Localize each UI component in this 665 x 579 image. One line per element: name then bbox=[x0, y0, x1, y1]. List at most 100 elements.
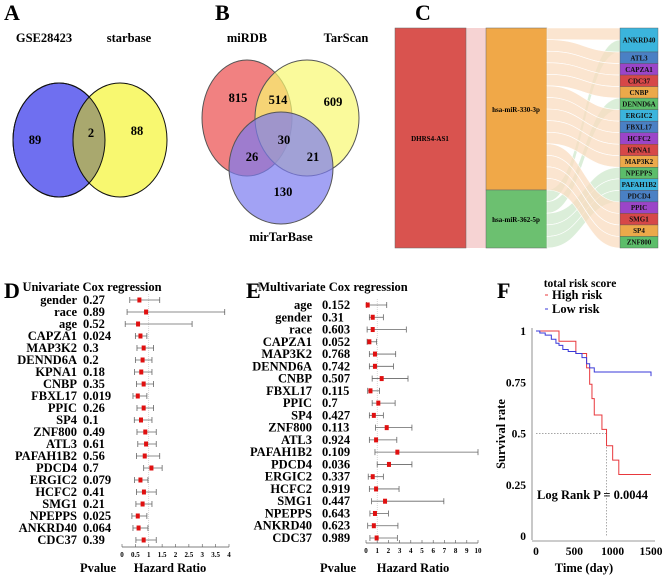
hr-point bbox=[386, 461, 391, 467]
venn-set-label: mirTarBase bbox=[249, 230, 313, 244]
hr-point bbox=[370, 327, 375, 333]
sankey-node-label: CDC37 bbox=[628, 77, 651, 85]
hr-point bbox=[136, 321, 141, 327]
survival-curve bbox=[536, 330, 652, 377]
sankey-node-label: CNBP bbox=[629, 89, 649, 97]
p-value: 0.1 bbox=[83, 413, 99, 427]
row-label: SMG1 bbox=[277, 494, 312, 508]
legend-label: Low risk bbox=[552, 302, 600, 316]
panel-label: E bbox=[246, 278, 261, 303]
row-label: SP4 bbox=[56, 413, 78, 427]
x-tick-label: 1 bbox=[375, 547, 379, 555]
hr-point bbox=[374, 437, 379, 443]
x-tick-label: 3 bbox=[201, 551, 205, 559]
sankey-node-label: hsa-miR-330-3p bbox=[492, 106, 540, 114]
hr-point bbox=[370, 474, 375, 480]
p-value: 0.643 bbox=[322, 506, 350, 520]
survival-curve bbox=[536, 330, 651, 475]
x-tick-label: 2 bbox=[174, 551, 178, 559]
x-tick-label: 4 bbox=[409, 547, 413, 555]
venn-count: 130 bbox=[274, 185, 293, 199]
hr-point bbox=[376, 400, 381, 406]
x-tick-label: 3 bbox=[398, 547, 402, 555]
x-tick-label: 1000 bbox=[601, 546, 624, 558]
y-axis-label: Survival rate bbox=[494, 399, 508, 469]
row-label: age bbox=[294, 298, 313, 312]
venn-set-label: GSE28423 bbox=[16, 31, 72, 45]
x-axis-label: Hazard Ratio bbox=[134, 561, 207, 575]
row-label: ATL3 bbox=[281, 433, 312, 447]
venn-set-label: starbase bbox=[107, 31, 152, 45]
hr-point bbox=[372, 510, 377, 516]
row-label: PPIC bbox=[283, 396, 312, 410]
sankey-node-label: PAFAH1B2 bbox=[622, 181, 657, 189]
x-tick-label: 1500 bbox=[640, 546, 663, 558]
hr-point bbox=[370, 314, 375, 320]
sankey-node-label: DHRS4-AS1 bbox=[411, 135, 449, 143]
hr-point bbox=[140, 357, 145, 363]
venn-count: 2 bbox=[88, 126, 94, 140]
x-tick-label: 3.5 bbox=[211, 551, 220, 559]
sankey-node-label: hsa-miR-362-5p bbox=[492, 216, 540, 224]
sankey-node-label: SMG1 bbox=[629, 216, 649, 224]
legend-label: High risk bbox=[552, 288, 602, 302]
hr-point bbox=[365, 302, 370, 308]
hr-point bbox=[138, 333, 143, 339]
p-value: 0.623 bbox=[322, 519, 350, 533]
hr-point bbox=[139, 369, 144, 375]
hr-point bbox=[135, 393, 140, 399]
row-label: race bbox=[54, 305, 77, 319]
x-tick-label: 1.5 bbox=[158, 551, 167, 559]
p-value: 0.41 bbox=[83, 485, 105, 499]
panel-label: D bbox=[4, 278, 20, 303]
p-value: 0.109 bbox=[322, 445, 350, 459]
sankey-flow bbox=[546, 27, 621, 41]
p-value: 0.768 bbox=[322, 347, 350, 361]
row-label: ERGIC2 bbox=[265, 470, 312, 484]
log-rank-annotation: Log Rank P = 0.0044 bbox=[537, 488, 649, 502]
hr-point bbox=[149, 465, 154, 471]
p-value: 0.27 bbox=[83, 293, 105, 307]
x-tick-label: 5 bbox=[420, 547, 424, 555]
hr-point bbox=[136, 525, 141, 531]
row-label: gender bbox=[275, 310, 312, 324]
row-label: SP4 bbox=[291, 408, 313, 422]
row-label: PAFAH1B2 bbox=[15, 449, 77, 463]
hr-point bbox=[140, 501, 145, 507]
row-label: PPIC bbox=[48, 401, 77, 415]
p-value: 0.019 bbox=[83, 389, 111, 403]
p-value: 0.024 bbox=[83, 329, 112, 343]
row-label: CNBP bbox=[43, 377, 77, 391]
x-tick-label: 10 bbox=[475, 547, 483, 555]
pvalue-header: Pvalue bbox=[80, 561, 117, 575]
hr-point bbox=[143, 429, 148, 435]
hr-point bbox=[135, 513, 140, 519]
sankey-node-label: ANKRD40 bbox=[623, 37, 656, 45]
p-value: 0.115 bbox=[322, 384, 349, 398]
row-label: DENND6A bbox=[17, 353, 77, 367]
venn-set-circle bbox=[228, 111, 334, 225]
row-label: PDCD4 bbox=[36, 461, 78, 475]
row-label: FBXL17 bbox=[31, 389, 77, 403]
sankey-node-label: SP4 bbox=[633, 227, 645, 235]
hr-point bbox=[141, 537, 146, 543]
y-tick-label: 0.25 bbox=[506, 480, 526, 492]
x-tick-label: 8 bbox=[454, 547, 458, 555]
x-tick-label: 0.5 bbox=[131, 551, 140, 559]
row-label: CAPZA1 bbox=[263, 335, 312, 349]
p-value: 0.2 bbox=[83, 353, 99, 367]
p-value: 0.036 bbox=[322, 457, 350, 471]
forest-title: Multivariate Cox regression bbox=[258, 280, 408, 294]
row-label: age bbox=[59, 317, 78, 331]
x-tick-label: 500 bbox=[566, 546, 584, 558]
x-tick-label: 1 bbox=[147, 551, 151, 559]
y-tick-label: 0.5 bbox=[512, 429, 527, 441]
x-tick-label: 2.5 bbox=[185, 551, 194, 559]
x-tick-label: 4 bbox=[227, 551, 231, 559]
sankey-node-label: ATL3 bbox=[630, 54, 648, 62]
median-line bbox=[536, 433, 607, 536]
row-label: gender bbox=[40, 293, 77, 307]
hr-point bbox=[141, 345, 146, 351]
hr-point bbox=[395, 449, 400, 455]
